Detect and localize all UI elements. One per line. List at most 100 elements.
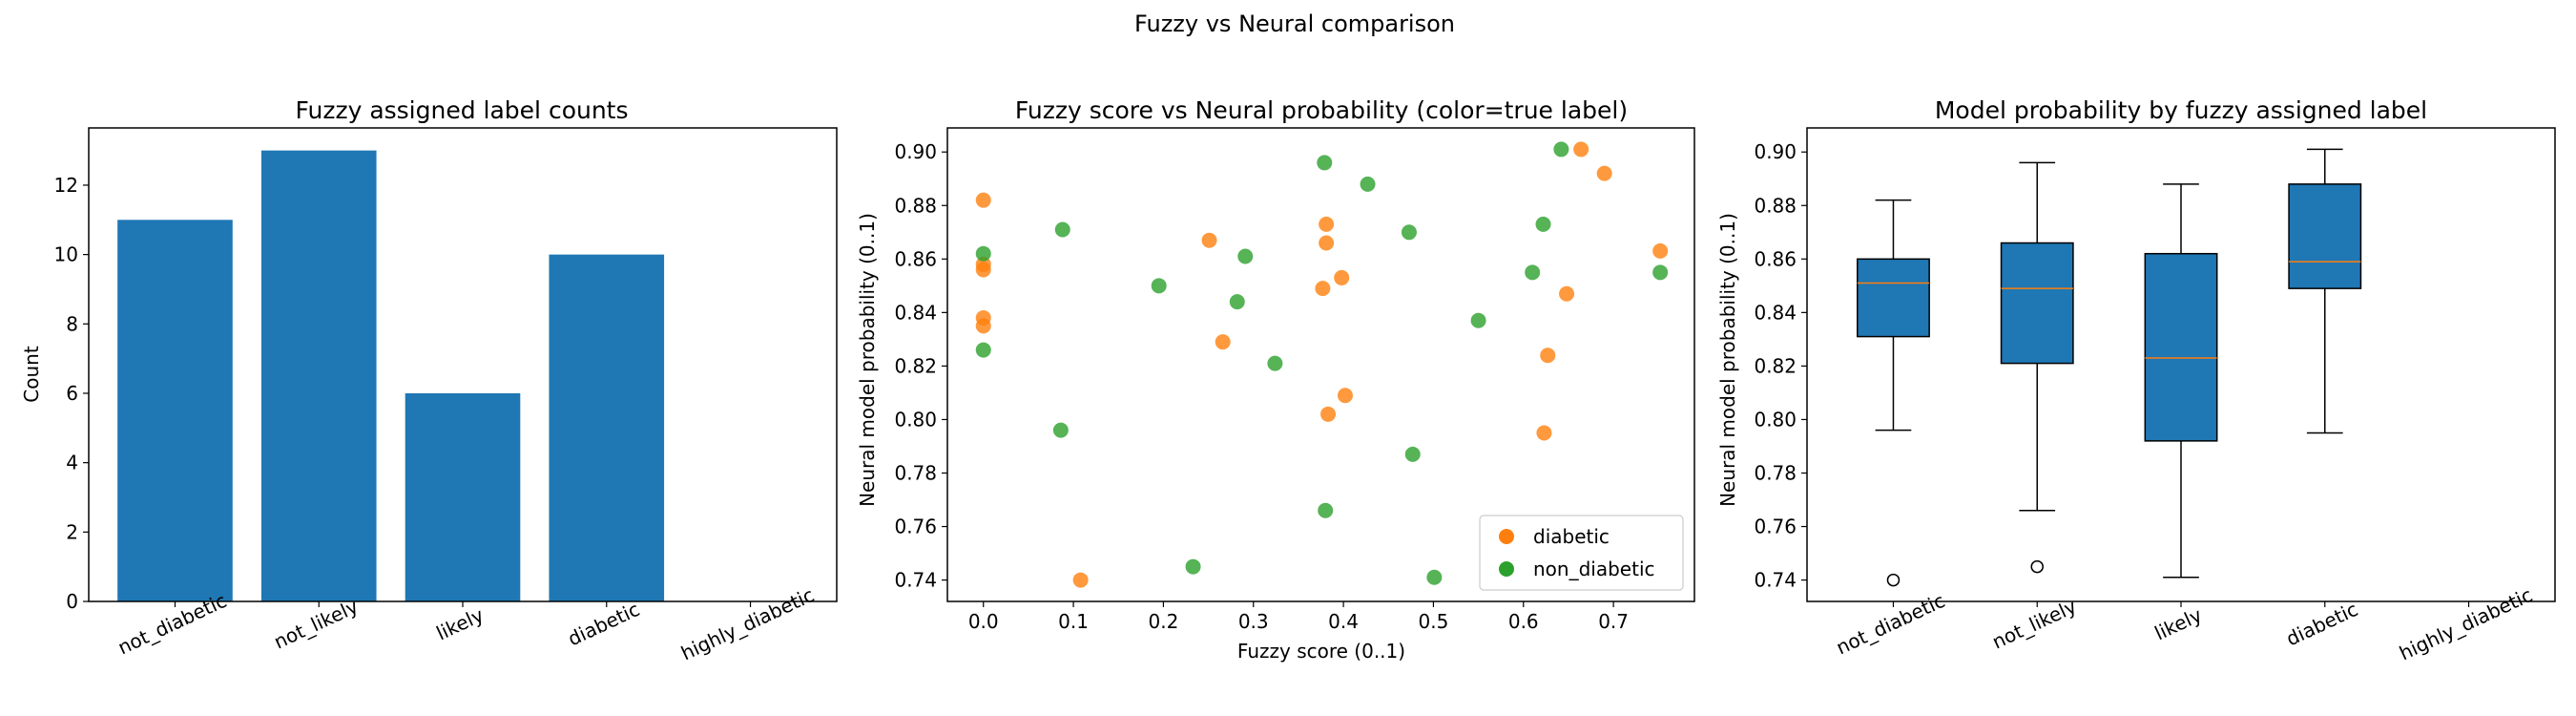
scatter-point-diabetic: [1215, 334, 1231, 350]
scatter-point-non_diabetic: [1525, 264, 1541, 281]
scatter-chart-ytick-label: 0.74: [894, 569, 937, 592]
scatter-chart-xtick-label: 0.6: [1508, 610, 1539, 633]
bar-chart-xtick-label: not_likely: [270, 595, 362, 654]
scatter-chart-ytick-label: 0.90: [894, 140, 937, 163]
scatter-chart-xtick-label: 0.1: [1058, 610, 1089, 633]
scatter-point-non_diabetic: [975, 342, 991, 358]
scatter-point-non_diabetic: [1553, 141, 1569, 158]
scatter-point-non_diabetic: [1470, 312, 1486, 328]
scatter-point-non_diabetic: [1535, 216, 1551, 232]
bar-chart-ytick-label: 12: [54, 174, 78, 197]
box-not_likely: [2000, 161, 2074, 574]
bar-diabetic: [549, 254, 665, 601]
box-chart-ytick-label: 0.80: [1754, 408, 1797, 431]
scatter-point-diabetic: [1652, 242, 1669, 259]
box-chart-ytick-label: 0.76: [1754, 516, 1797, 538]
scatter-point-non_diabetic: [1185, 558, 1201, 575]
scatter-point-non_diabetic: [1401, 224, 1417, 241]
box-chart-ytick-label: 0.90: [1754, 140, 1797, 163]
box-diabetic: [2288, 148, 2362, 434]
scatter-chart-xtick-label: 0.4: [1328, 610, 1359, 633]
scatter-chart-ytick-label: 0.82: [894, 354, 937, 377]
scatter-chart-axes-frame: [946, 127, 1695, 602]
box-chart-xtick-label: not_likely: [1988, 595, 2080, 654]
bar-chart-panel: Fuzzy assigned label counts Count 0 2 4 6 8 1…: [20, 96, 838, 665]
bar-not_diabetic: [117, 220, 233, 602]
scatter-chart-panel: Fuzzy score vs Neural probability (color…: [856, 96, 1695, 663]
scatter-point-non_diabetic: [1229, 294, 1245, 310]
box-iqr: [2288, 183, 2362, 289]
bar-chart-ytick-label: 8: [66, 312, 78, 335]
bar-likely: [405, 392, 521, 601]
scatter-chart-xtick-label: 0.7: [1598, 610, 1629, 633]
box-chart-plot: 0.74 0.76 0.78 0.80 0.82 0.84 0.86 0.88 0.90 not_…: [1754, 127, 2556, 665]
scatter-point-diabetic: [1320, 406, 1337, 422]
bar-not_likely: [260, 150, 377, 601]
scatter-point-non_diabetic: [1052, 422, 1069, 438]
bar-chart-ytick-label: 0: [66, 590, 78, 613]
scatter-point-diabetic: [1319, 216, 1335, 232]
scatter-chart-xlabel: Fuzzy score (0..1): [1237, 640, 1405, 663]
scatter-chart-ytick-label: 0.88: [894, 194, 937, 217]
scatter-legend-label-diabetic: diabetic: [1533, 525, 1610, 548]
scatter-point-non_diabetic: [1317, 155, 1333, 171]
scatter-chart-title: Fuzzy score vs Neural probability (color…: [1015, 96, 1628, 124]
scatter-legend-frame: [1479, 515, 1684, 591]
scatter-chart-plot: 0.74 0.76 0.78 0.80 0.82 0.84 0.86 0.88 0.90 0.0 0…: [894, 127, 1695, 633]
scatter-point-non_diabetic: [975, 245, 991, 262]
scatter-point-diabetic: [1315, 281, 1331, 297]
box-iqr: [1857, 258, 1930, 338]
scatter-point-non_diabetic: [1151, 278, 1167, 294]
box-chart-xtick-label: not_diabetic: [1833, 589, 1948, 660]
box-chart-ylabel: Neural model probability (0..1): [1716, 213, 1739, 507]
box-iqr: [2000, 242, 2074, 365]
bar-chart-xtick-label: highly_diabetic: [677, 583, 818, 665]
scatter-chart-ytick-label: 0.78: [894, 461, 937, 484]
bar-chart-xtick-label: diabetic: [565, 598, 644, 651]
scatter-point-non_diabetic: [1267, 355, 1283, 371]
scatter-point-non_diabetic: [1652, 264, 1669, 281]
scatter-point-diabetic: [1540, 347, 1556, 364]
scatter-point-non_diabetic: [1318, 502, 1334, 518]
scatter-chart-ytick-label: 0.84: [894, 301, 937, 324]
box-likely: [2144, 183, 2218, 579]
box-outlier: [1886, 573, 1901, 587]
scatter-chart-xtick-label: 0.3: [1238, 610, 1269, 633]
scatter-point-diabetic: [975, 262, 991, 278]
scatter-chart-ylabel: Neural model probability (0..1): [856, 213, 879, 507]
bar-chart-xtick-label: likely: [433, 603, 488, 645]
scatter-legend-marker-non_diabetic: [1499, 561, 1514, 577]
scatter-point-diabetic: [1072, 572, 1089, 588]
scatter-point-diabetic: [1559, 285, 1575, 302]
box-chart-title: Model probability by fuzzy assigned labe…: [1935, 96, 2427, 124]
scatter-point-non_diabetic: [1237, 248, 1254, 264]
scatter-point-diabetic: [1319, 235, 1335, 251]
scatter-point-diabetic: [1334, 269, 1350, 285]
scatter-point-diabetic: [1201, 232, 1217, 248]
box-chart-ytick-label: 0.86: [1754, 247, 1797, 270]
box-chart-ytick-label: 0.74: [1754, 569, 1797, 592]
scatter-point-diabetic: [975, 192, 991, 208]
box-chart-ytick-label: 0.88: [1754, 194, 1797, 217]
scatter-chart-ytick-label: 0.76: [894, 516, 937, 538]
box-chart-ytick-label: 0.84: [1754, 301, 1797, 324]
scatter-chart-ytick-label: 0.80: [894, 408, 937, 431]
scatter-point-diabetic: [1337, 388, 1353, 404]
scatter-chart-xtick-label: 0.5: [1419, 610, 1449, 633]
scatter-legend-label-non_diabetic: non_diabetic: [1533, 558, 1655, 580]
box-not_diabetic: [1857, 199, 1930, 587]
scatter-chart-xtick-label: 0.0: [968, 610, 999, 633]
scatter-point-diabetic: [1573, 141, 1589, 158]
box-chart-ytick-label: 0.78: [1754, 461, 1797, 484]
scatter-legend: diabetic non_diabetic: [1479, 515, 1684, 591]
bar-chart-ytick-label: 6: [66, 382, 78, 405]
figure-title: Fuzzy vs Neural comparison: [1134, 11, 1455, 37]
scatter-chart-ytick-label: 0.86: [894, 247, 937, 270]
box-outlier: [2030, 559, 2044, 574]
box-chart-xtick-label: highly_diabetic: [2396, 583, 2536, 665]
box-chart-xtick-label: diabetic: [2283, 598, 2362, 651]
bar-chart-ylabel: Count: [20, 346, 43, 403]
bar-chart-title: Fuzzy assigned label counts: [295, 96, 628, 124]
